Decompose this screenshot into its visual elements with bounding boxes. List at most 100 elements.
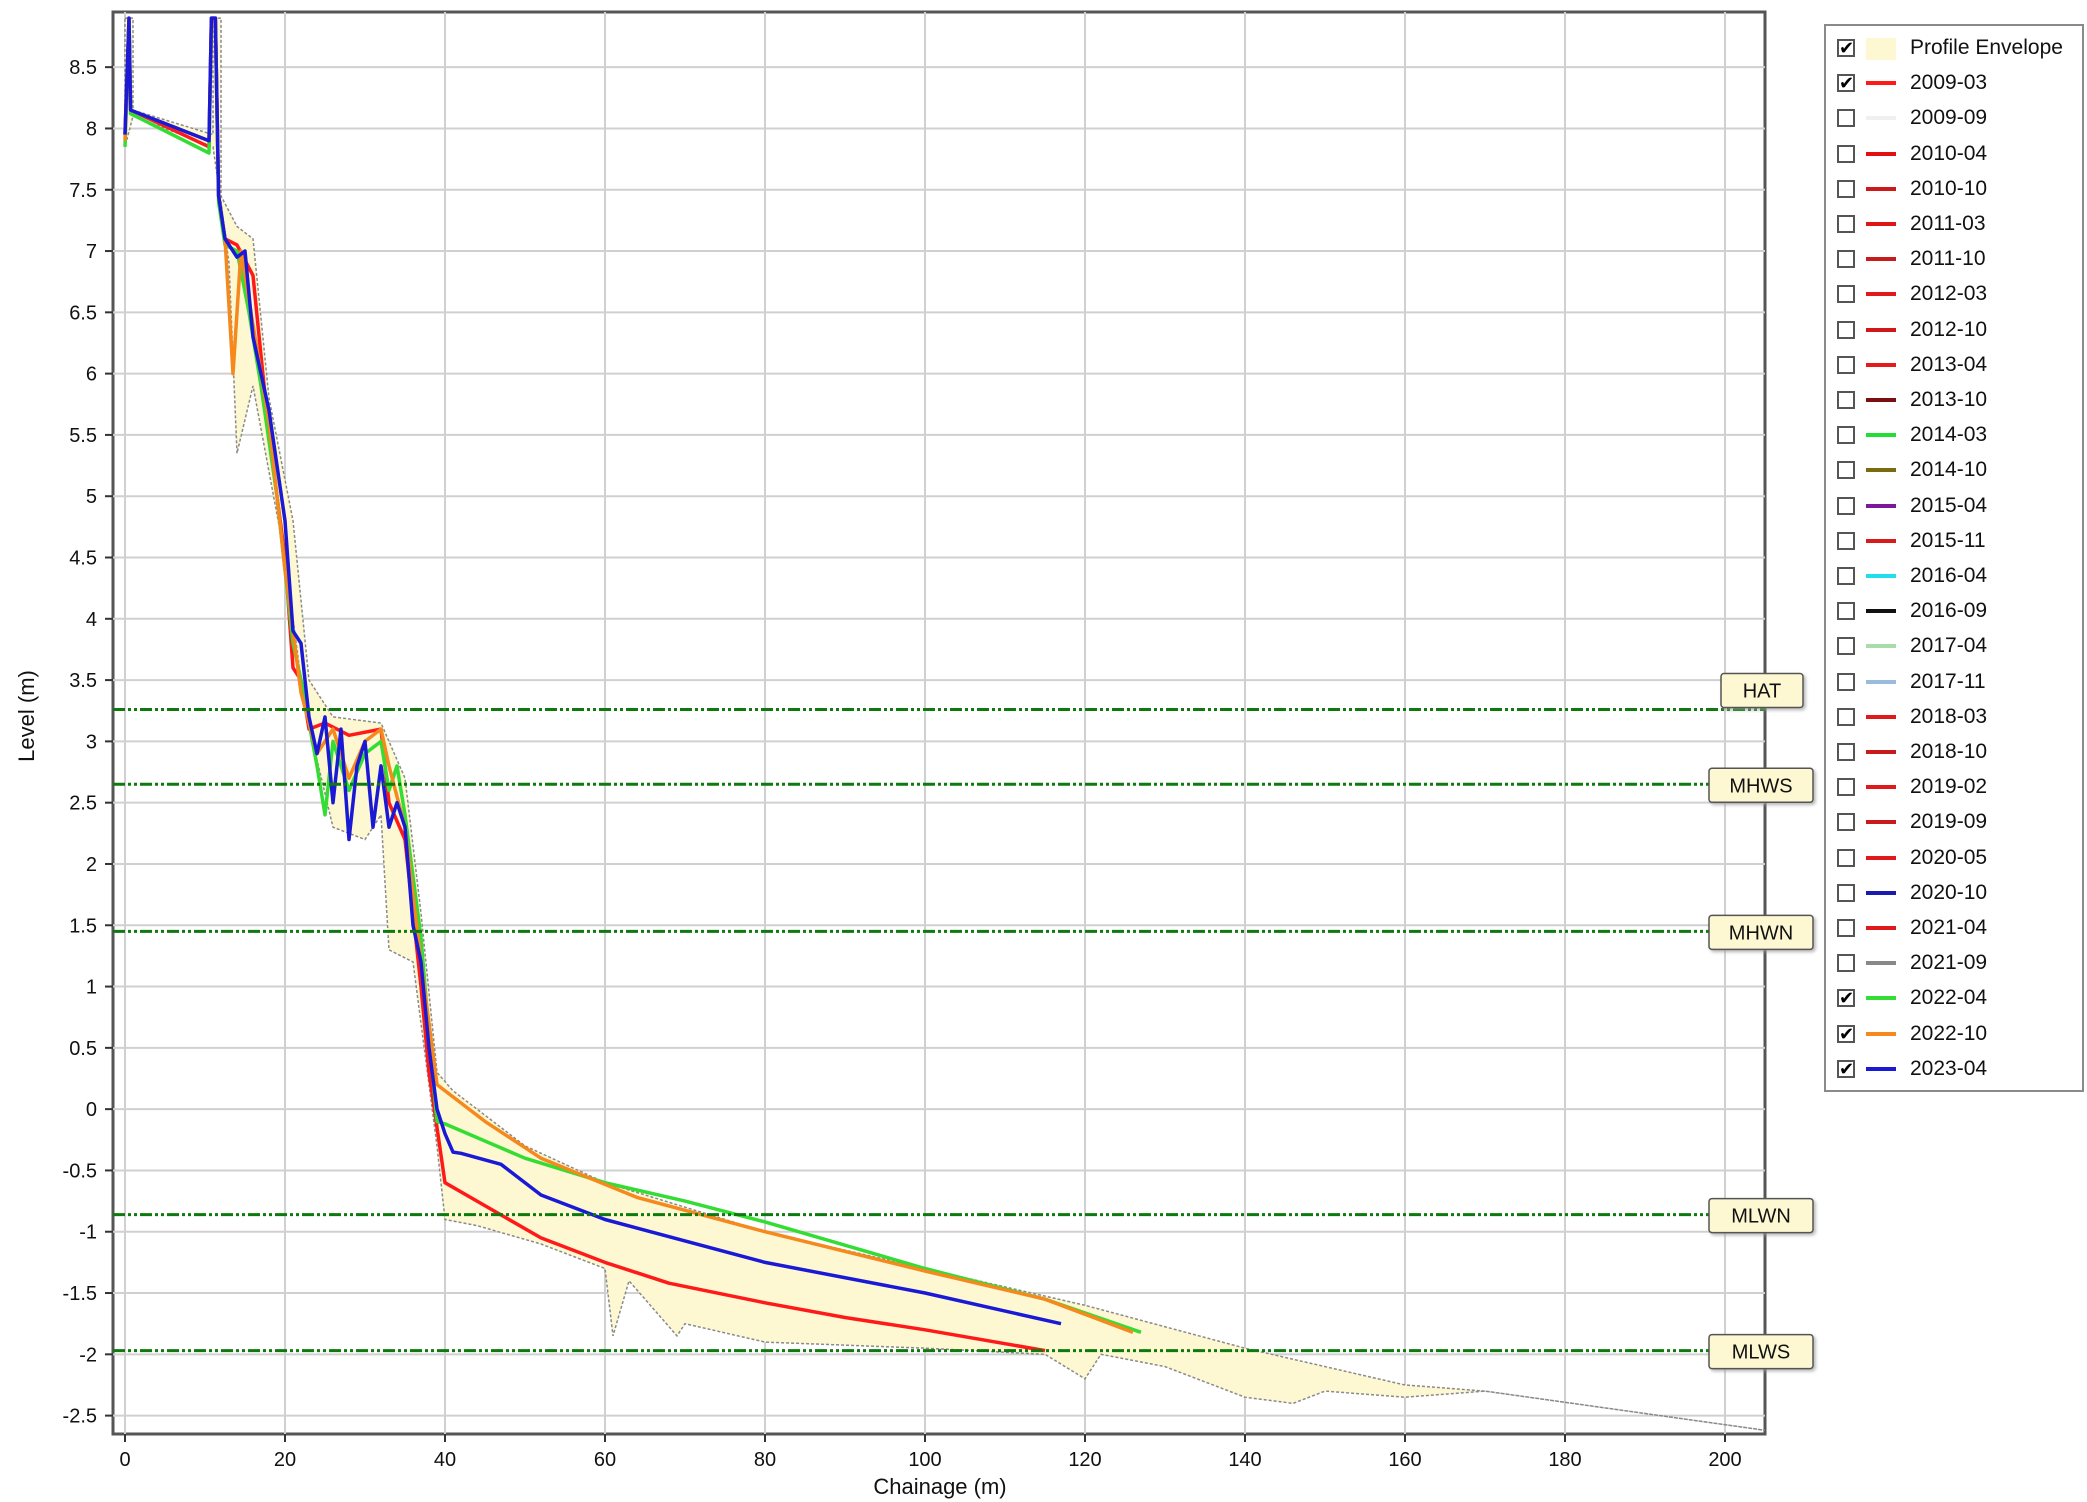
legend-item[interactable]: 2011-03	[1826, 206, 2082, 241]
legend-item[interactable]: 2018-10	[1826, 734, 2082, 769]
y-tick-label: -2	[79, 1344, 97, 1366]
legend-item[interactable]: 2015-04	[1826, 488, 2082, 523]
y-tick-label: -0.5	[63, 1160, 97, 1182]
legend-checkbox[interactable]	[1837, 250, 1855, 269]
legend-item[interactable]: 2012-03	[1826, 276, 2082, 311]
y-tick-label: 4	[86, 609, 97, 631]
y-tick-label: 5	[86, 486, 97, 508]
legend-swatch	[1866, 644, 1896, 649]
legend-checkbox[interactable]	[1837, 215, 1855, 233]
legend-label: 2011-03	[1910, 212, 1986, 235]
legend-item[interactable]: 2020-05	[1826, 840, 2082, 875]
y-tick-label: 5.5	[69, 425, 97, 447]
legend-checkbox[interactable]	[1837, 778, 1855, 797]
legend-item[interactable]: 2016-09	[1826, 593, 2082, 628]
legend-item[interactable]: ✔ 2009-03	[1826, 65, 2082, 100]
legend-item[interactable]: 2019-02	[1826, 769, 2082, 804]
legend-swatch	[1866, 609, 1896, 614]
legend-checkbox[interactable]	[1837, 531, 1855, 550]
legend-label: 2022-04	[1910, 986, 1988, 1010]
x-tick-label: 160	[1388, 1449, 1421, 1471]
legend-checkbox[interactable]: ✔	[1837, 988, 1855, 1009]
legend-checkbox[interactable]	[1837, 707, 1855, 726]
legend-item[interactable]: 2013-04	[1826, 347, 2082, 382]
legend-item[interactable]: ✔ 2023-04	[1826, 1051, 2082, 1086]
legend-label: 2017-11	[1910, 669, 1986, 693]
legend-swatch	[1866, 1031, 1896, 1036]
legend-item[interactable]: 2014-03	[1826, 417, 2082, 452]
legend-swatch	[1866, 327, 1896, 332]
legend-checkbox[interactable]	[1837, 285, 1855, 304]
legend-checkbox[interactable]	[1837, 743, 1855, 761]
legend-checkbox[interactable]	[1837, 320, 1855, 339]
legend-item[interactable]: 2018-03	[1826, 699, 2082, 734]
legend-item[interactable]: 2021-04	[1826, 910, 2082, 945]
legend-checkbox[interactable]: ✔	[1837, 1058, 1855, 1079]
legend-item[interactable]: 2017-11	[1826, 664, 2082, 699]
legend-item[interactable]: 2014-10	[1826, 452, 2082, 487]
legend-item[interactable]: 2013-10	[1826, 382, 2082, 417]
legend-item[interactable]: 2016-04	[1826, 558, 2082, 593]
x-tick-label: 60	[594, 1449, 616, 1471]
legend-checkbox[interactable]	[1837, 109, 1855, 128]
legend-checkbox[interactable]	[1837, 883, 1855, 902]
legend-label: 2013-10	[1910, 388, 1988, 411]
legend-item[interactable]: 2020-10	[1826, 875, 2082, 910]
legend-checkbox[interactable]	[1837, 179, 1855, 198]
legend-checkbox[interactable]	[1837, 144, 1855, 163]
legend-checkbox[interactable]	[1837, 672, 1855, 691]
legend-label: 2019-02	[1910, 775, 1988, 799]
legend-checkbox[interactable]: ✔	[1837, 73, 1855, 94]
y-axis-ticks: -2.5 -2 -1.5 -1 -0.5 0 0.5 1 1.5 2 2.5 3 3.5 4 4.5 5 5.5…	[63, 57, 113, 1428]
y-tick-label: -1	[79, 1222, 97, 1244]
legend-label: 2012-10	[1910, 317, 1988, 341]
legend-checkbox[interactable]	[1837, 567, 1855, 585]
legend-checkbox[interactable]	[1837, 426, 1855, 445]
legend-label: 2021-09	[1910, 951, 1988, 975]
legend-item[interactable]: 2012-10	[1826, 312, 2082, 347]
legend-checkbox[interactable]	[1837, 391, 1855, 409]
legend-swatch	[1866, 292, 1896, 297]
tide-label: MHWS	[1729, 775, 1792, 797]
legend-label: 2022-10	[1910, 1021, 1988, 1045]
legend-swatch	[1866, 433, 1896, 438]
legend-checkbox[interactable]	[1837, 602, 1855, 621]
legend-item[interactable]: 2021-09	[1826, 945, 2082, 980]
legend-swatch	[1866, 538, 1896, 543]
legend-swatch	[1866, 151, 1896, 156]
legend-item[interactable]: ✔ Profile Envelope	[1826, 30, 2082, 65]
legend-item[interactable]: 2015-11	[1826, 523, 2082, 558]
legend-swatch	[1866, 926, 1896, 930]
legend-checkbox[interactable]	[1837, 813, 1855, 832]
tide-label: MHWN	[1729, 922, 1793, 944]
legend-label: 2015-11	[1910, 528, 1986, 552]
legend-checkbox[interactable]	[1837, 848, 1855, 867]
legend-item[interactable]: 2010-10	[1826, 171, 2082, 206]
legend-item[interactable]: ✔ 2022-04	[1826, 980, 2082, 1015]
legend-checkbox[interactable]	[1837, 954, 1855, 973]
legend-item[interactable]: 2010-04	[1826, 136, 2082, 171]
legend-checkbox[interactable]	[1837, 496, 1855, 515]
legend-checkbox[interactable]	[1837, 461, 1855, 480]
legend-checkbox[interactable]	[1837, 355, 1855, 374]
y-tick-label: 1	[86, 977, 97, 999]
legend-item[interactable]: 2019-09	[1826, 804, 2082, 839]
legend-swatch	[1866, 750, 1896, 754]
legend-label: 2023-04	[1910, 1056, 1988, 1080]
legend-checkbox[interactable]	[1837, 637, 1855, 656]
legend-checkbox[interactable]: ✔	[1837, 38, 1855, 58]
x-tick-label: 120	[1068, 1449, 1101, 1471]
legend-swatch	[1866, 890, 1896, 895]
legend-item[interactable]: ✔ 2022-10	[1826, 1016, 2082, 1051]
legend-label: 2018-03	[1910, 704, 1988, 728]
legend-item[interactable]: 2017-04	[1826, 628, 2082, 663]
legend-swatch	[1866, 362, 1896, 367]
legend-item[interactable]: 2009-09	[1826, 100, 2082, 135]
legend-item[interactable]: 2011-10	[1826, 241, 2082, 276]
x-axis-label: Chainage (m)	[873, 1474, 1006, 1499]
plot-area	[111, 10, 1767, 1436]
x-tick-label: 140	[1228, 1449, 1261, 1471]
legend-checkbox[interactable]	[1837, 919, 1855, 937]
y-tick-label: 4.5	[69, 548, 97, 570]
legend-checkbox[interactable]: ✔	[1837, 1023, 1855, 1044]
